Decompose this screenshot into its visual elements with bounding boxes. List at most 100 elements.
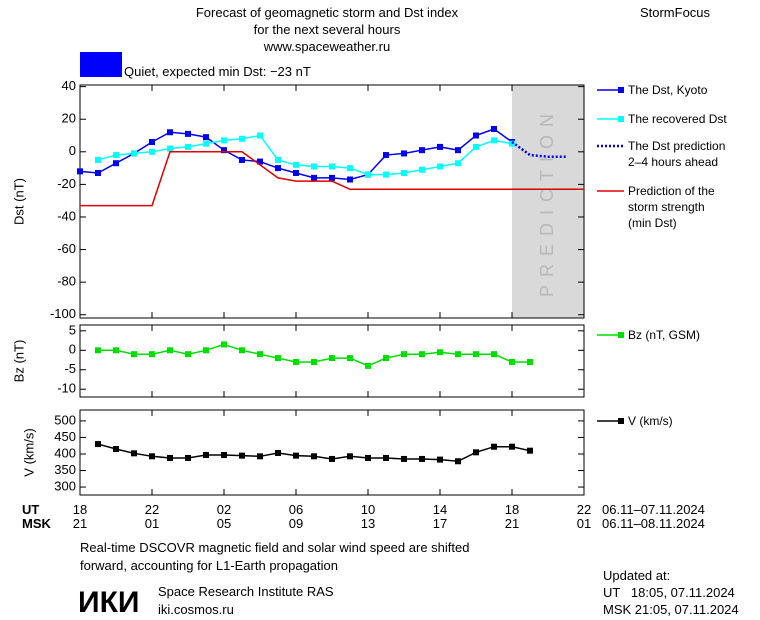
- legend-label: The Dst, Kyoto: [628, 83, 708, 97]
- data-point: [311, 453, 317, 460]
- plot-frame: [79, 84, 585, 319]
- y-tick-label: 40: [62, 78, 76, 93]
- updated: MSK 21:05, 07.11.2024: [603, 602, 739, 617]
- legend-marker: [618, 116, 624, 122]
- y-tick-label: -80: [57, 274, 76, 289]
- y-axis-label: Dst (nT): [11, 178, 26, 225]
- data-point: [239, 452, 245, 459]
- series-line: [97, 134, 513, 176]
- data-point: [509, 443, 515, 450]
- data-point: [113, 347, 119, 354]
- data-point: [347, 453, 353, 460]
- legend-label: Prediction of the storm strength (min Ds…: [628, 184, 715, 230]
- y-axis-label: Bz (nT): [11, 340, 26, 383]
- logo: ИКИ: [78, 586, 139, 619]
- legend-label: The recovered Dst: [628, 112, 727, 126]
- data-point: [491, 351, 497, 358]
- x-tick-label: 17: [433, 516, 447, 531]
- y-tick-label: -5: [64, 361, 76, 376]
- data-point: [419, 147, 425, 154]
- note: Real-time DSCOVR magnetic field and sola…: [80, 540, 469, 555]
- data-point: [311, 163, 317, 170]
- data-point: [221, 451, 227, 458]
- data-point: [203, 140, 209, 147]
- data-point: [113, 152, 119, 159]
- data-point: [347, 355, 353, 362]
- y-axis-label: V (km/s): [21, 428, 36, 476]
- x-tick-label: 22: [577, 502, 591, 517]
- data-point: [239, 347, 245, 354]
- y-tick-label: 300: [54, 478, 76, 493]
- x-tick-label: 18: [73, 502, 87, 517]
- plot-frame: [79, 324, 585, 398]
- data-point: [473, 132, 479, 139]
- data-point: [77, 168, 83, 175]
- data-point: [95, 169, 101, 176]
- data-point: [149, 351, 155, 358]
- band-label: PREDICTION: [537, 106, 557, 297]
- data-point: [185, 351, 191, 358]
- y-tick-label: 400: [54, 445, 76, 460]
- x-tick-label: 21: [73, 516, 87, 531]
- data-point: [329, 174, 335, 181]
- y-tick-label: -10: [57, 381, 76, 396]
- data-point: [437, 456, 443, 463]
- data-point: [149, 139, 155, 146]
- data-point: [383, 152, 389, 159]
- data-point: [473, 143, 479, 150]
- title-line: for the next several hours: [254, 22, 401, 37]
- data-point: [185, 454, 191, 461]
- series-line: [511, 141, 566, 158]
- data-point: [455, 147, 461, 154]
- data-point: [473, 351, 479, 358]
- data-point: [95, 156, 101, 163]
- data-point: [311, 174, 317, 181]
- data-point: [239, 135, 245, 142]
- status-text: Quiet, expected min Dst: −23 nT: [124, 64, 311, 79]
- data-point: [491, 125, 497, 132]
- updated: UT 18:05, 07.11.2024: [603, 585, 735, 600]
- data-point: [437, 143, 443, 150]
- data-point: [401, 169, 407, 176]
- data-point: [275, 165, 281, 172]
- data-point: [149, 148, 155, 155]
- x-tick-label: 05: [217, 516, 231, 531]
- data-point: [329, 455, 335, 462]
- legend-marker: [618, 87, 624, 93]
- data-point: [527, 358, 533, 365]
- brand: StormFocus: [640, 5, 711, 20]
- legend-label: V (km/s): [628, 414, 673, 428]
- data-point: [131, 450, 137, 457]
- data-point: [383, 454, 389, 461]
- data-point: [293, 452, 299, 459]
- x-range-label: 06.11–07.11.2024: [602, 502, 705, 517]
- x-tick-label: 01: [577, 516, 591, 531]
- data-point: [311, 358, 317, 365]
- y-tick-label: 350: [54, 462, 76, 477]
- data-point: [239, 156, 245, 163]
- data-point: [221, 137, 227, 144]
- data-point: [203, 134, 209, 141]
- x-axis-label: UT: [22, 502, 39, 517]
- x-tick-label: 09: [289, 516, 303, 531]
- data-point: [491, 443, 497, 450]
- y-tick-label: -40: [57, 208, 76, 223]
- x-tick-label: 21: [505, 516, 519, 531]
- data-point: [293, 161, 299, 168]
- y-tick-label: -100: [50, 306, 76, 321]
- data-point: [401, 351, 407, 358]
- data-point: [257, 453, 263, 460]
- x-range-label: 06.11–08.11.2024: [602, 516, 705, 531]
- x-tick-label: 01: [145, 516, 159, 531]
- data-point: [275, 449, 281, 456]
- x-tick-label: 02: [217, 502, 231, 517]
- prediction-band: [512, 85, 584, 318]
- x-tick-label: 13: [361, 516, 375, 531]
- data-point: [257, 351, 263, 358]
- y-tick-label: 20: [62, 111, 76, 126]
- data-point: [455, 458, 461, 465]
- y-tick-label: 450: [54, 429, 76, 444]
- data-point: [203, 347, 209, 354]
- data-point: [293, 169, 299, 176]
